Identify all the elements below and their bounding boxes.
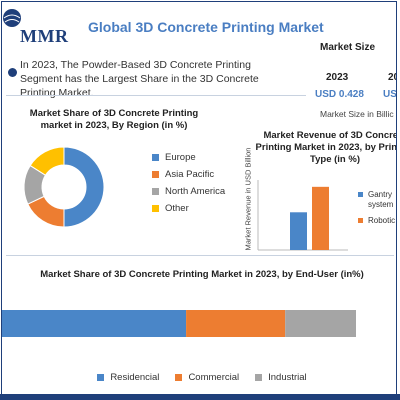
footer-bar (0, 394, 400, 400)
divider-top (6, 95, 306, 96)
printing-type-chart-title: Market Revenue of 3D Concrete Printing M… (255, 130, 397, 165)
page-title: Global 3D Concrete Printing Market (88, 19, 324, 35)
legend-label: Robotic (368, 216, 396, 225)
legend-label: Europe (165, 152, 196, 163)
bar-robotic (312, 186, 329, 250)
market-size-year-2030: 203 (388, 72, 396, 83)
legend-swatch (255, 374, 263, 381)
mmr-logo: MMR (2, 8, 82, 48)
legend-item-gantry-system: Gantry system (358, 190, 396, 210)
market-size-note: Market Size in Billic (320, 109, 394, 119)
market-size-year-2023: 2023 (326, 72, 349, 83)
bar-gantry-system (290, 212, 307, 250)
printing-type-bar-chart (257, 180, 348, 251)
market-size-title: Market Size (320, 42, 376, 53)
legend-label: Residencial (110, 372, 160, 383)
region-donut-chart (23, 146, 105, 228)
legend-swatch (152, 205, 159, 212)
donut-slice-other (29, 146, 65, 176)
legend-swatch (358, 192, 363, 197)
legend-swatch (97, 374, 105, 381)
legend-label: Other (165, 203, 189, 214)
legend-swatch (152, 171, 159, 178)
divider-middle (6, 255, 394, 256)
end-user-stacked-bar-chart (2, 310, 356, 337)
legend-item-commercial: Commercial (175, 372, 239, 383)
region-chart-title: Market Share of 3D Concrete Printing mar… (29, 108, 199, 131)
region-legend: Europe Asia Pacific North America Other (152, 152, 225, 220)
legend-item-asia-pacific: Asia Pacific (152, 169, 225, 180)
segment-residencial (2, 310, 187, 337)
globe-icon (3, 9, 21, 27)
market-size-value-2023: USD 0.428 (315, 89, 364, 100)
end-user-legend: Residencial Commercial Industrial (2, 372, 396, 383)
legend-label: Asia Pacific (165, 169, 215, 180)
end-user-chart-title: Market Share of 3D Concrete Printing Mar… (40, 269, 364, 280)
legend-swatch (152, 188, 159, 195)
legend-item-other: Other (152, 203, 225, 214)
legend-item-industrial: Industrial (255, 372, 307, 383)
segment-industrial (285, 310, 356, 337)
bullet-icon (8, 68, 17, 77)
legend-item-residencial: Residencial (97, 372, 159, 383)
segment-commercial (186, 310, 286, 337)
logo-text: MMR (20, 26, 69, 46)
legend-item-europe: Europe (152, 152, 225, 163)
legend-label: Commercial (188, 372, 240, 383)
legend-swatch (152, 154, 159, 161)
legend-label: Industrial (268, 372, 307, 383)
printing-type-legend: Gantry system Robotic (358, 190, 396, 232)
legend-swatch (175, 374, 183, 381)
donut-slice-europe (63, 146, 105, 228)
legend-label: North America (165, 186, 226, 197)
market-size-value-2030: USD (383, 89, 397, 100)
legend-item-north-america: North America (152, 186, 225, 197)
legend-item-robotic: Robotic (358, 216, 396, 226)
legend-label: Gantry system (368, 190, 394, 209)
legend-swatch (358, 218, 363, 223)
intro-text: In 2023, The Powder-Based 3D Concrete Pr… (20, 59, 259, 99)
